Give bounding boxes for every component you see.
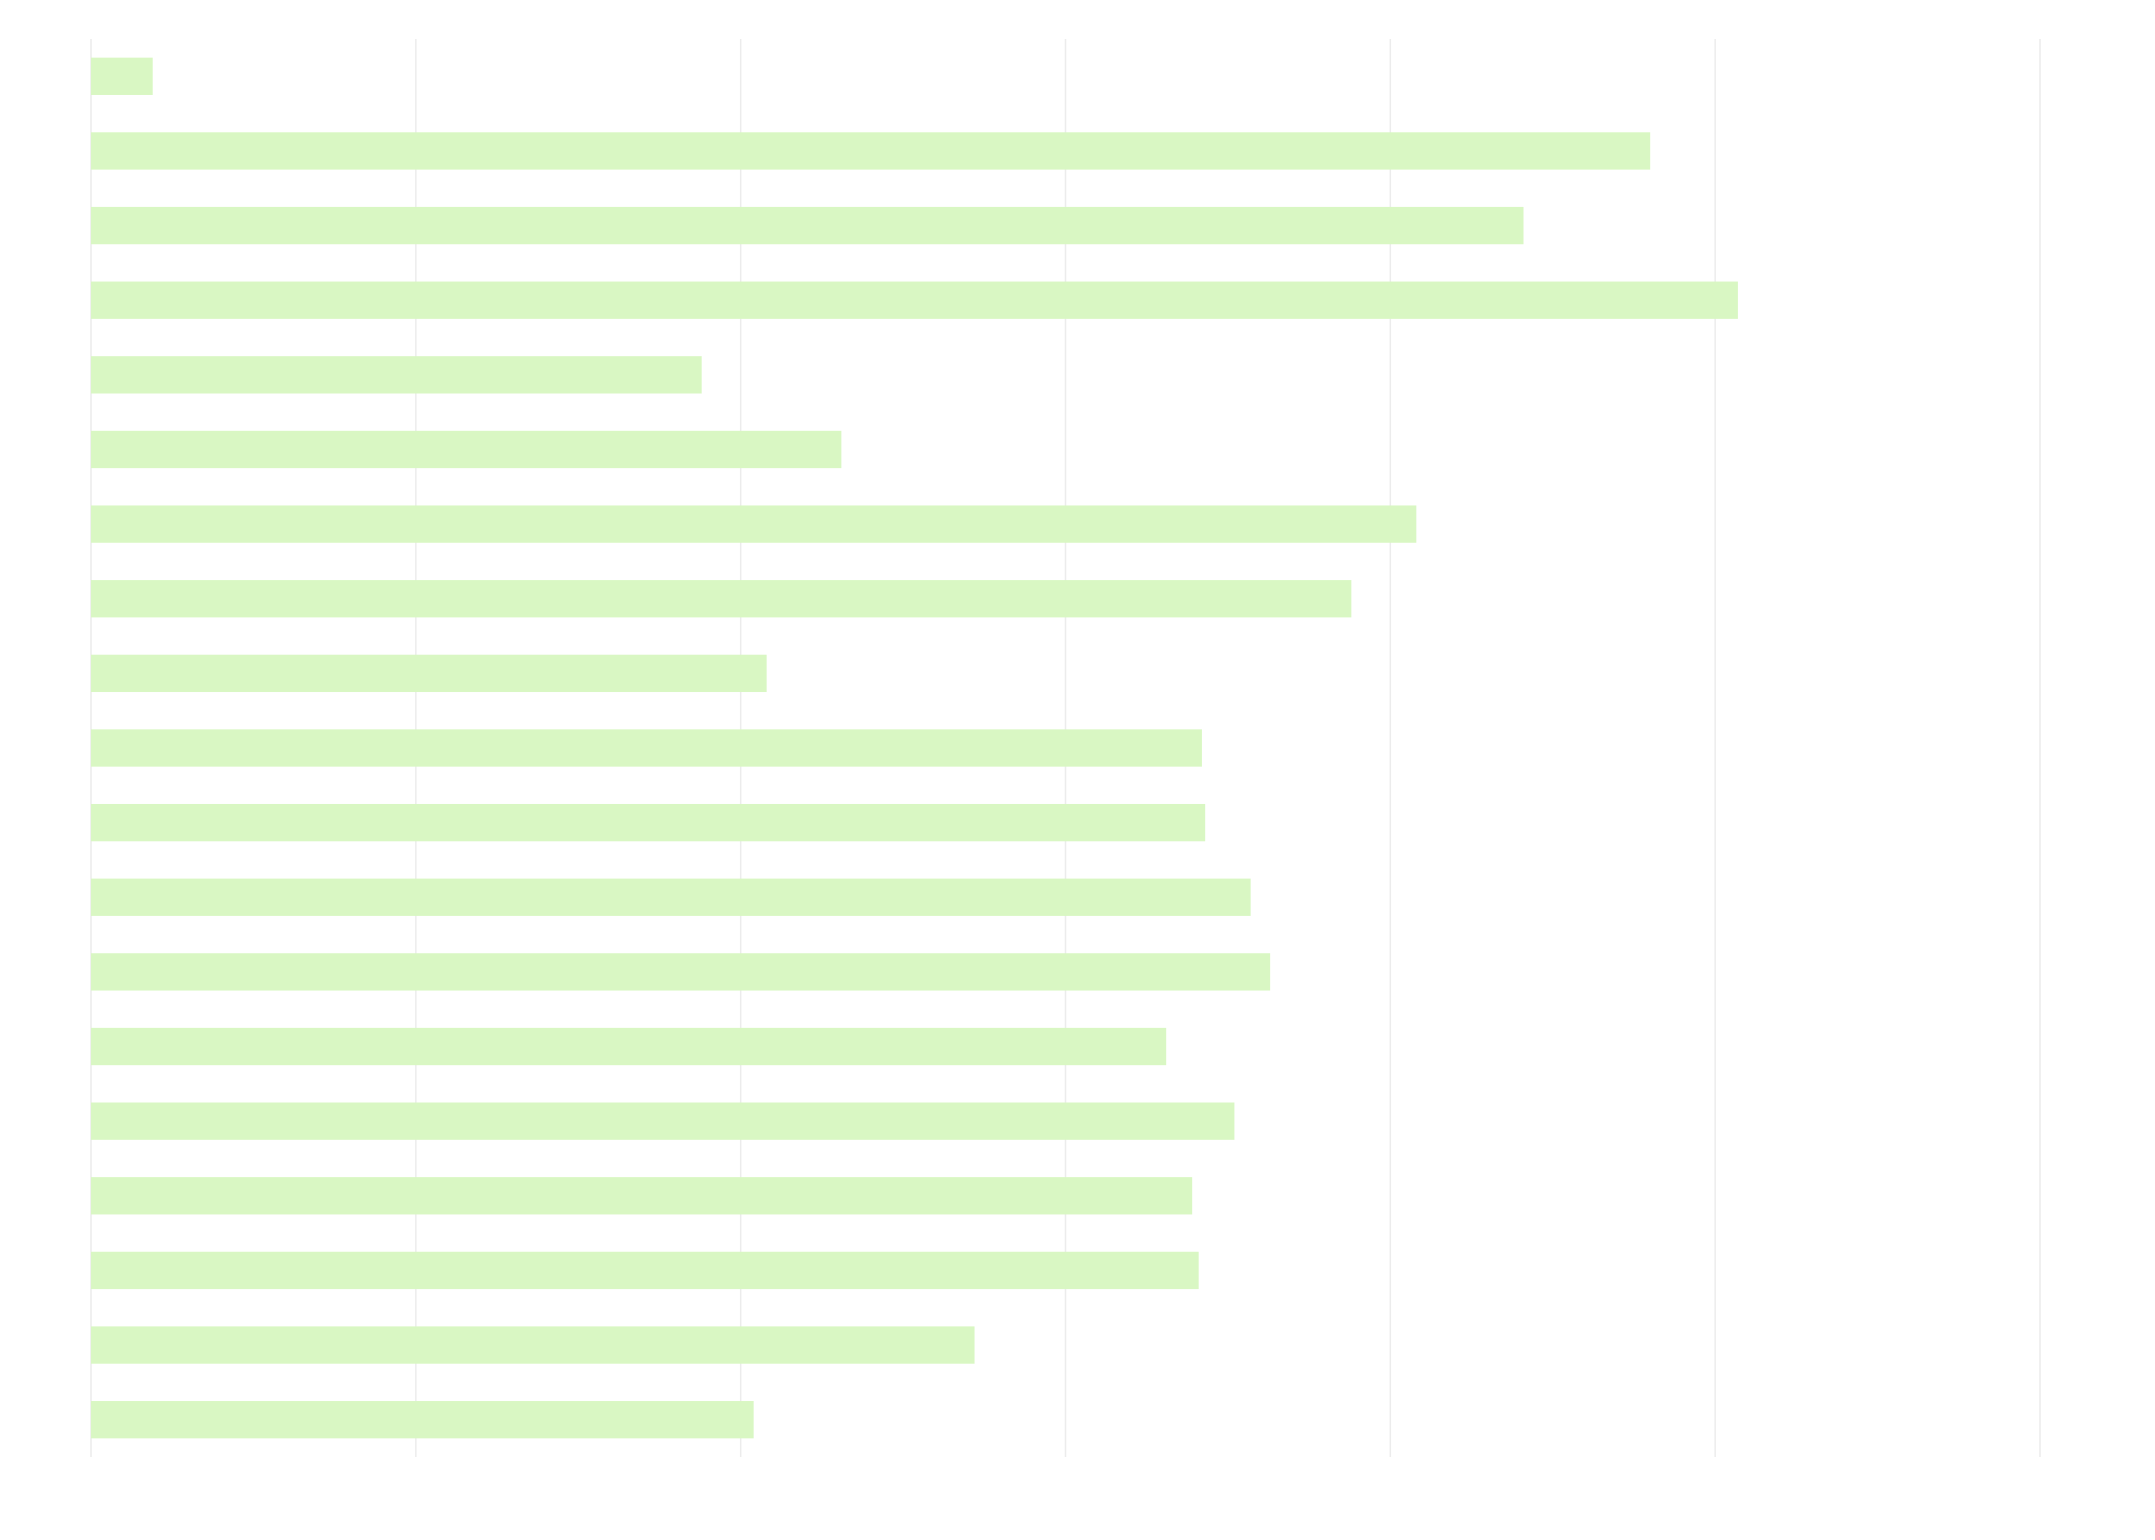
bar [91, 654, 767, 693]
bar [91, 803, 1206, 842]
bar [91, 1102, 1235, 1140]
bar [91, 132, 1651, 170]
bar [91, 281, 1738, 319]
bar [91, 580, 1352, 618]
bar [91, 1251, 1199, 1290]
bar [91, 1326, 975, 1364]
bar [91, 729, 1202, 767]
bar [91, 1027, 1167, 1066]
bar [91, 953, 1271, 991]
bar [91, 57, 153, 95]
bar [91, 1401, 754, 1439]
bar [91, 878, 1251, 916]
bar [91, 430, 842, 469]
bar [91, 505, 1417, 543]
bar [91, 206, 1524, 245]
bar [91, 356, 702, 394]
bar [91, 1177, 1193, 1215]
